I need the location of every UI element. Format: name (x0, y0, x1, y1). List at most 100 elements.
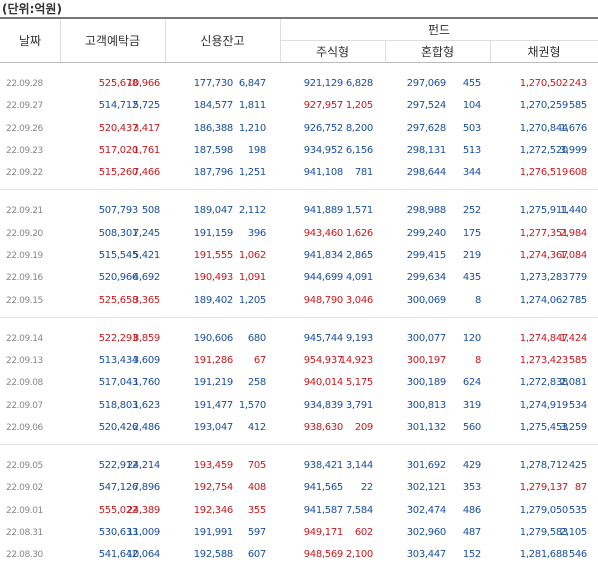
value-cell: 8,200 (345, 122, 373, 134)
date-cell: 22.08.30 (6, 550, 43, 561)
header-cell: 채권형 (527, 45, 561, 59)
value-cell: 941,587 (303, 504, 344, 516)
value-cell: 508,301 (98, 227, 139, 239)
value-cell: 3,417 (132, 122, 160, 134)
value-cell: 522,912 (98, 459, 139, 471)
value-cell: 191,219 (193, 377, 234, 389)
value-cell: 10,064 (126, 549, 161, 561)
value-cell: 104 (462, 100, 481, 112)
value-cell: 7,896 (132, 482, 160, 494)
value-cell: 1,205 (345, 100, 373, 112)
date-cell: 22.09.28 (6, 79, 43, 89)
value-cell: 2,984 (559, 227, 587, 239)
value-cell: 2,081 (559, 377, 587, 389)
value-cell: 175 (462, 227, 481, 239)
date-cell: 22.09.22 (6, 168, 43, 179)
value-cell: 934,839 (303, 399, 344, 411)
value-cell: 547,126 (98, 482, 139, 494)
value-cell: 954,937 (303, 354, 344, 366)
unit-label: (단위:억원) (2, 2, 62, 16)
value-cell: 6,828 (345, 78, 373, 89)
value-cell: 297,524 (406, 100, 447, 112)
value-cell: 3,609 (132, 354, 160, 366)
value-cell: 191,991 (193, 526, 234, 538)
value-cell: 1,275,911 (519, 205, 569, 217)
value-cell: 585 (568, 100, 587, 112)
value-cell: 2,486 (132, 421, 160, 433)
value-cell: 487 (462, 526, 481, 538)
value-cell: 4,091 (345, 272, 373, 284)
value-cell: 1,281,688 (519, 549, 569, 561)
value-cell: 2,105 (559, 526, 587, 538)
date-cell: 22.09.21 (6, 206, 43, 217)
value-cell: 486 (462, 504, 481, 516)
value-cell: 1,626 (345, 227, 373, 239)
value-cell: 522,293 (98, 332, 139, 344)
date-cell: 22.09.05 (6, 460, 43, 471)
value-cell: 1,273,423 (519, 354, 569, 366)
value-cell: 781 (354, 167, 373, 179)
value-cell: 944,699 (303, 272, 344, 284)
value-cell: 302,121 (406, 482, 447, 494)
value-cell: 1,062 (238, 249, 266, 261)
value-cell: 513,434 (98, 354, 139, 366)
value-cell: 7,584 (345, 504, 373, 516)
value-cell: 429 (462, 459, 481, 471)
date-cell: 22.09.27 (6, 101, 43, 112)
value-cell: 198 (247, 144, 266, 156)
value-cell: 1,270,259 (519, 100, 569, 112)
date-cell: 22.09.06 (6, 422, 43, 433)
value-cell: 926,752 (303, 122, 344, 134)
value-cell: 302,474 (406, 504, 447, 516)
value-cell: 190,606 (193, 332, 234, 344)
value-cell: 302,960 (406, 526, 447, 538)
header-cell: 신용잔고 (200, 34, 245, 48)
date-cell: 22.09.16 (6, 273, 43, 284)
value-cell: 546 (568, 549, 587, 561)
date-cell: 22.09.02 (6, 483, 43, 494)
value-cell: 425 (568, 459, 587, 471)
value-cell: 515,545 (98, 249, 139, 261)
value-cell: 515,260 (98, 167, 139, 179)
value-cell: 525,678 (98, 78, 139, 89)
value-cell: 525,658 (98, 294, 139, 306)
date-cell: 22.09.15 (6, 295, 43, 306)
value-cell: 1,274,367 (519, 249, 569, 261)
value-cell: 300,077 (406, 332, 447, 344)
value-cell: 1,278,712 (519, 459, 569, 471)
value-cell: 191,159 (193, 227, 234, 239)
header-cell: 펀드 (427, 23, 451, 37)
value-cell: 300,189 (406, 377, 447, 389)
value-cell: 11,009 (126, 526, 161, 538)
col-divider (385, 41, 386, 62)
date-cell: 22.09.13 (6, 355, 43, 366)
value-cell: 193,047 (193, 421, 234, 433)
col-divider (165, 19, 166, 62)
value-cell: 1,251 (238, 167, 266, 179)
value-cell: 191,477 (193, 399, 234, 411)
value-cell: 785 (568, 294, 587, 306)
value-cell: 2,865 (345, 249, 373, 261)
value-cell: 943,460 (303, 227, 344, 239)
value-cell: 297,628 (406, 122, 447, 134)
value-cell: 301,692 (406, 459, 447, 471)
value-cell: 303,447 (406, 549, 447, 561)
value-cell: 24,214 (126, 459, 161, 471)
value-cell: 1,811 (238, 100, 266, 112)
value-cell: 1,279,050 (519, 504, 569, 516)
header-cell: 날짜 (18, 34, 42, 48)
value-cell: 189,047 (193, 205, 234, 217)
value-cell: 934,952 (303, 144, 344, 156)
value-cell: 560 (462, 421, 481, 433)
value-cell: 3,259 (559, 421, 587, 433)
value-cell: 177,730 (193, 78, 234, 89)
date-cell: 22.08.31 (6, 527, 43, 538)
value-cell: 87 (574, 482, 587, 494)
value-cell: 344 (462, 167, 481, 179)
value-cell: 192,346 (193, 504, 234, 516)
value-cell: 503 (462, 122, 481, 134)
value-cell: 319 (462, 399, 481, 411)
value-cell: 520,966 (98, 272, 139, 284)
value-cell: 941,565 (303, 482, 344, 494)
value-cell: 189,402 (193, 294, 234, 306)
